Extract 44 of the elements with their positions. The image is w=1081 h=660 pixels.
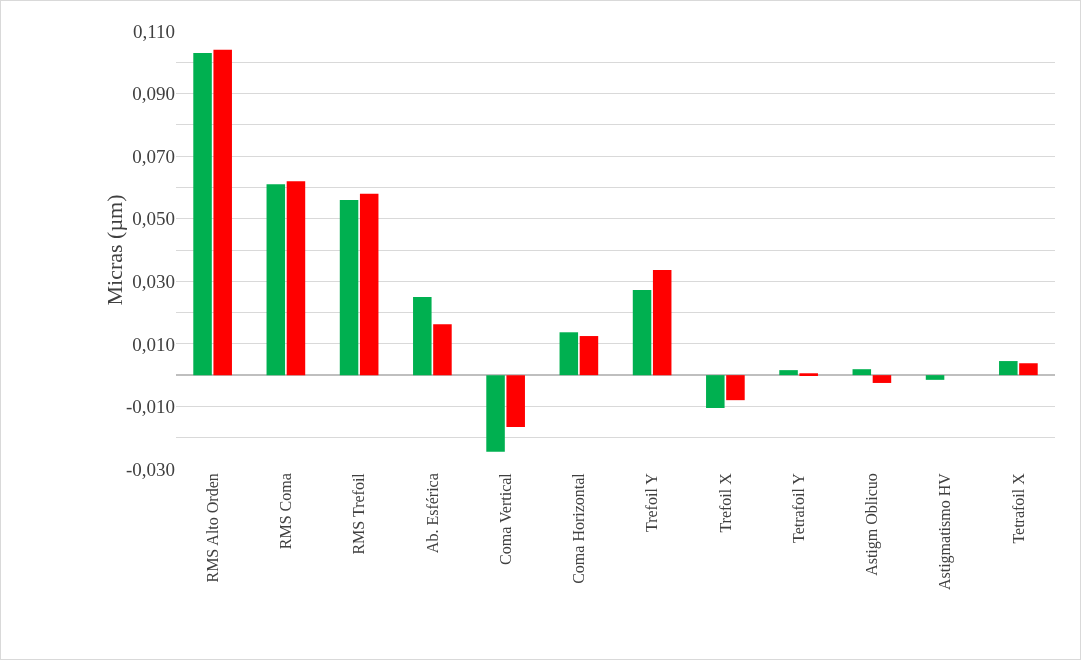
bar xyxy=(925,375,945,380)
y-tick-label: -0,010 xyxy=(125,396,175,418)
bar xyxy=(193,52,212,376)
bar xyxy=(872,375,892,383)
y-axis-title: Micras (µm) xyxy=(102,194,127,306)
bar xyxy=(726,375,745,401)
bar xyxy=(579,336,599,376)
bar xyxy=(413,296,432,376)
bar xyxy=(359,193,379,376)
y-tick-label: 0,030 xyxy=(132,270,175,292)
bar xyxy=(486,375,505,452)
x-tick-label: RMS Trefoil xyxy=(350,472,368,555)
bar xyxy=(799,373,818,376)
bar xyxy=(266,184,286,376)
bar xyxy=(999,361,1018,376)
y-tick-label: 0,050 xyxy=(132,208,175,230)
y-tick-label: -0,030 xyxy=(125,458,175,480)
x-tick-label: Tetrafoil Y xyxy=(789,472,807,544)
y-tick-label: 0,070 xyxy=(132,145,175,167)
bar xyxy=(286,181,306,376)
bar xyxy=(632,290,652,376)
x-tick-label: RMS Coma xyxy=(277,473,295,550)
bar xyxy=(433,324,452,376)
x-tick-label: Astigmatismo HV xyxy=(936,472,955,591)
x-tick-label: Trefoil Y xyxy=(643,472,661,533)
x-tick-label: Coma Vertical xyxy=(496,472,514,565)
x-tick-label: Astigm Oblicuo xyxy=(863,473,882,576)
bar xyxy=(506,375,525,428)
bar xyxy=(559,332,579,376)
x-tick-label: RMS Alto Orden xyxy=(203,473,221,583)
y-tick-label: 0,090 xyxy=(132,83,175,105)
x-tick-label: Trefoil X xyxy=(716,472,734,533)
bar xyxy=(706,375,725,408)
x-tick-label: Ab. Esférica xyxy=(423,473,441,554)
y-tick-label: 0,010 xyxy=(132,333,175,355)
bar xyxy=(213,49,232,376)
bar xyxy=(779,370,798,376)
bar xyxy=(339,199,359,376)
bar xyxy=(652,270,672,376)
x-tick-label: Coma Horizontal xyxy=(570,472,588,584)
x-tick-label: Tetrafoil X xyxy=(1009,472,1027,544)
y-tick-label: 0,110 xyxy=(132,20,175,42)
bar xyxy=(1019,363,1038,376)
bar xyxy=(852,369,872,376)
